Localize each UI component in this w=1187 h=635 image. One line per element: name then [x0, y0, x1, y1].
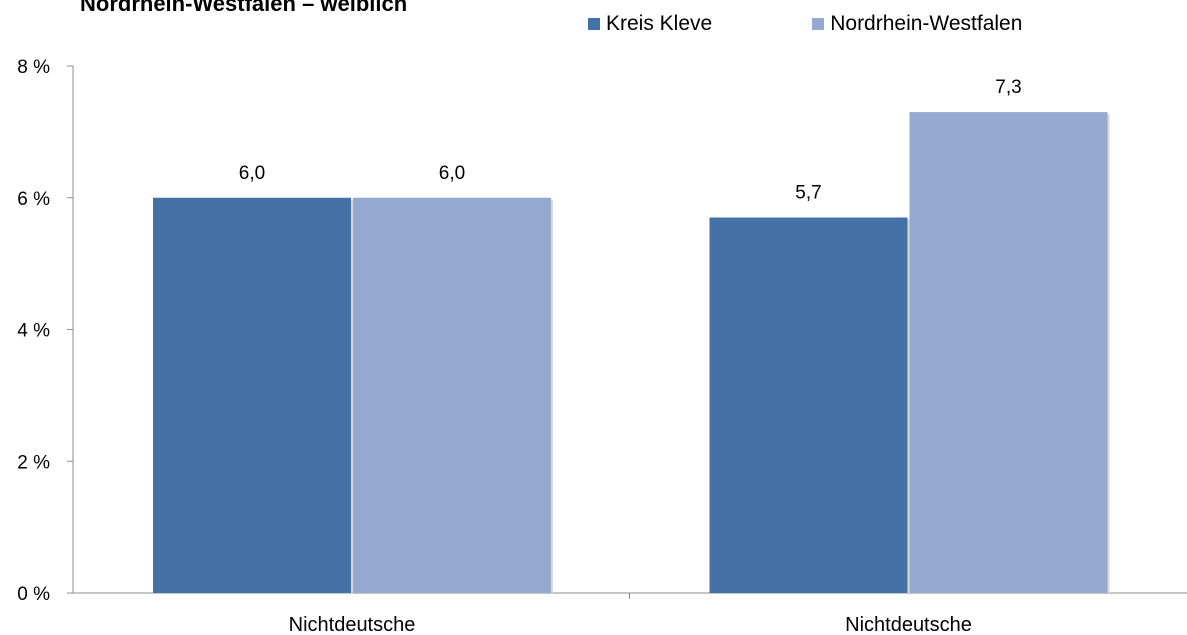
legend-item-nrw: Nordrhein-Westfalen: [812, 12, 1022, 36]
x-tick-label: Nichtdeutsche: [845, 614, 972, 635]
legend-swatch-kreis-kleve: [588, 18, 600, 30]
bar: [909, 112, 1108, 594]
chart-title: Nordrhein-Westfalen – weiblich: [80, 0, 408, 16]
y-tick-label: 0 %: [17, 584, 50, 605]
y-tick-label: 2 %: [17, 452, 50, 473]
data-label: 5,7: [795, 183, 821, 204]
data-label: 7,3: [995, 77, 1021, 98]
data-label: 6,0: [439, 163, 465, 184]
legend-item-kreis-kleve: Kreis Kleve: [588, 12, 712, 36]
legend-swatch-nrw: [812, 18, 825, 30]
bar: [153, 197, 351, 593]
legend-label-kreis-kleve: Kreis Kleve: [606, 12, 713, 35]
data-label: 6,0: [239, 163, 265, 184]
bar: [353, 197, 551, 593]
x-tick-label: Nichtdeutsche: [289, 614, 416, 635]
y-tick-label: 8 %: [17, 57, 50, 78]
legend-label-nrw: Nordrhein-Westfalen: [830, 12, 1023, 35]
legend: Kreis Kleve Nordrhein-Westfalen: [588, 12, 1022, 36]
bar: [709, 217, 908, 593]
y-tick-label: 6 %: [17, 189, 50, 210]
y-tick-label: 4 %: [17, 321, 50, 342]
